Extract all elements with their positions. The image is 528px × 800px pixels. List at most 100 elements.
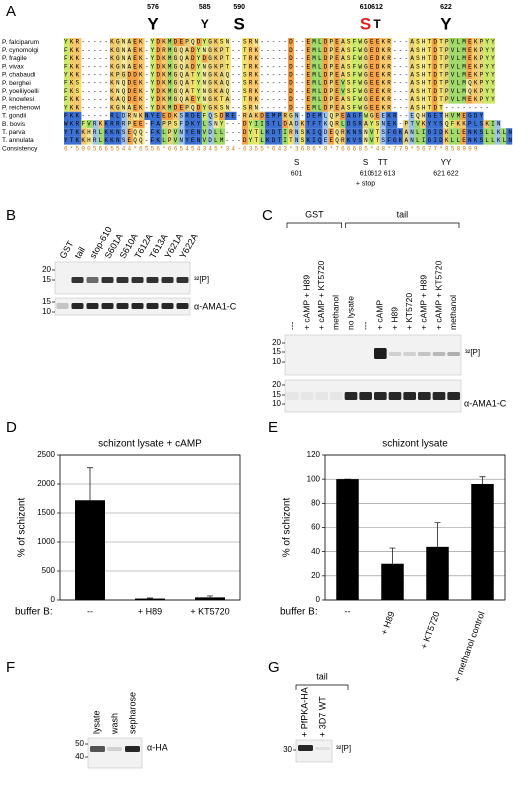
alignment-cell	[443, 95, 450, 104]
alignment-cell	[201, 95, 208, 104]
blot-band	[330, 392, 343, 400]
alignment-cell	[322, 62, 329, 71]
residue-letter: S	[234, 14, 245, 33]
alignment-cell	[402, 128, 409, 137]
alignment-cell	[316, 62, 323, 71]
alignment-cell	[224, 95, 231, 104]
alignment-cell	[121, 79, 128, 88]
alignment-cell	[247, 111, 254, 120]
alignment-cell	[328, 87, 335, 96]
alignment-cell	[213, 95, 220, 104]
y-tick-label: 100	[307, 474, 321, 483]
alignment-cell	[98, 128, 105, 137]
error-bar	[87, 467, 93, 501]
alignment-cell	[345, 62, 352, 71]
alignment-cell	[207, 103, 214, 112]
alignment-cell	[379, 46, 386, 55]
alignment-cell	[420, 136, 427, 145]
alignment-cell	[178, 38, 185, 47]
alignment-cell	[138, 120, 145, 129]
alignment-cell	[356, 136, 363, 145]
alignment-cell	[132, 87, 139, 96]
alignment-cell	[420, 38, 427, 47]
alignment-cell	[466, 95, 472, 104]
alignment-cell	[489, 38, 495, 47]
site-residues: S	[294, 158, 299, 167]
alignment-cell	[362, 111, 369, 120]
alignment-cell	[155, 70, 162, 79]
alignment-cell	[385, 95, 392, 104]
alignment-cell	[305, 111, 312, 120]
alignment-cell	[64, 54, 70, 63]
alignment-cell	[270, 136, 277, 145]
alignment-cell	[471, 111, 478, 120]
alignment-cell	[219, 38, 226, 47]
species-label: T. gondii	[2, 113, 26, 120]
alignment-cell	[414, 128, 421, 137]
alignment-cell	[356, 103, 363, 112]
alignment-cell	[477, 70, 484, 79]
alignment-cell	[437, 79, 444, 88]
blot-band	[107, 747, 122, 751]
alignment-cell	[184, 103, 191, 112]
y-tick-label: 40	[311, 547, 320, 556]
alignment-cell	[454, 46, 461, 55]
alignment-cell	[328, 38, 335, 47]
alignment-cell	[333, 79, 340, 88]
alignment-cell	[466, 54, 472, 63]
alignment-cell	[247, 54, 254, 63]
alignment-cell	[247, 136, 254, 145]
alignment-cell	[69, 95, 76, 104]
bar	[471, 484, 494, 600]
alignment-cell	[333, 87, 340, 96]
alignment-cell	[420, 70, 427, 79]
alignment-cell	[374, 120, 381, 129]
alignment-cell	[288, 79, 294, 88]
alignment-cell	[351, 95, 358, 104]
alignment-cell	[345, 120, 352, 129]
alignment-cell	[196, 70, 203, 79]
alignment-cell	[420, 46, 427, 55]
alignment-cell	[167, 136, 174, 145]
alignment-cell	[121, 136, 128, 145]
alignment-cell	[155, 128, 162, 137]
y-tick-label: 2500	[37, 450, 55, 459]
mw-label: 20	[272, 338, 281, 347]
alignment-cell	[471, 136, 478, 145]
panel-letter: G	[268, 659, 280, 676]
alignment-cell	[431, 136, 438, 145]
alignment-cell	[121, 54, 128, 63]
alignment-cell	[207, 95, 214, 104]
alignment-cell	[127, 111, 134, 120]
error-bar	[207, 595, 213, 598]
alignment-cell	[75, 103, 82, 112]
alignment-cell	[75, 87, 82, 96]
alignment-cell	[414, 46, 421, 55]
alignment-cell	[247, 103, 254, 112]
mw-label: 15	[272, 347, 281, 356]
alignment-cell	[448, 128, 455, 137]
alignment-cell	[207, 136, 214, 145]
alignment-cell	[288, 95, 294, 104]
blot-band	[447, 392, 460, 400]
species-label: P. cynomolgi	[2, 47, 38, 54]
alignment-cell	[155, 120, 162, 129]
blot-band	[286, 392, 299, 400]
alignment-cell	[230, 111, 237, 120]
alignment-cell	[385, 136, 392, 145]
alignment-cell	[339, 79, 346, 88]
alignment-cell	[374, 136, 381, 145]
alignment-cell	[437, 103, 444, 112]
alignment-cell	[138, 54, 145, 63]
alignment-cell	[109, 103, 116, 112]
alignment-cell	[201, 38, 208, 47]
alignment-cell	[466, 136, 472, 145]
alignment-cell	[437, 111, 444, 120]
alignment-cell	[288, 87, 294, 96]
lane-label: no lysate	[345, 296, 355, 330]
alignment-cell	[288, 46, 294, 55]
alignment-cell	[178, 54, 185, 63]
alignment-cell	[150, 103, 157, 112]
blot-band	[403, 392, 416, 400]
alignment-cell	[167, 103, 174, 112]
